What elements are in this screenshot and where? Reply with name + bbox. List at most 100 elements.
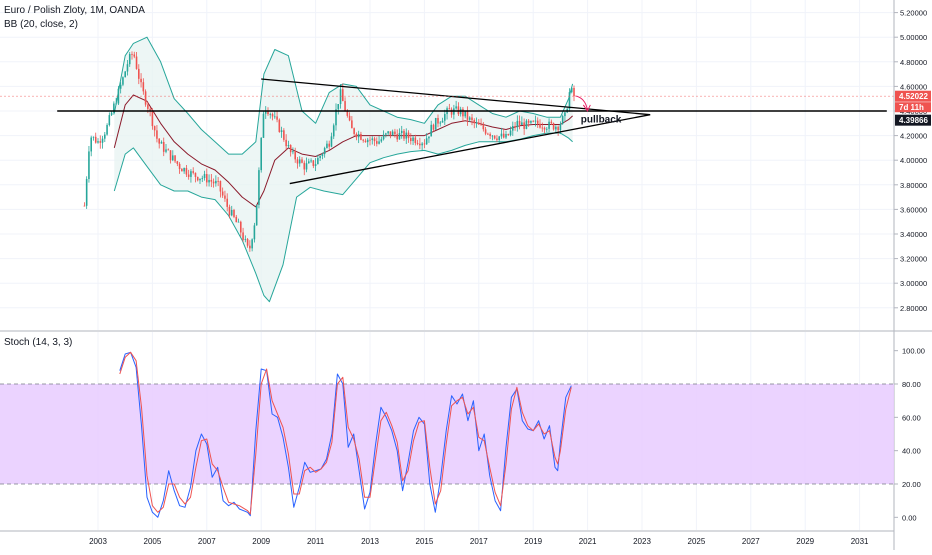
candle-body xyxy=(192,171,194,173)
candle-body xyxy=(428,136,430,139)
countdown-label-box xyxy=(895,102,931,113)
candle-body xyxy=(403,130,405,139)
candle-body xyxy=(183,167,185,172)
symbol-title: Euro / Polish Zloty, 1M, OANDA xyxy=(4,5,145,16)
candle-body xyxy=(532,120,534,122)
candle-body xyxy=(251,239,253,249)
candle-body xyxy=(364,140,367,143)
candle-body xyxy=(126,64,129,72)
candle-body xyxy=(360,134,362,140)
candle-body xyxy=(423,143,426,145)
candle-body xyxy=(555,126,557,130)
candle-body xyxy=(246,239,249,246)
candle-body xyxy=(432,124,435,130)
candle-body xyxy=(430,124,432,137)
candle-body xyxy=(260,137,262,171)
stoch-tick-label: 20.00 xyxy=(902,480,921,489)
candle-body xyxy=(362,139,364,141)
candle-body xyxy=(160,141,163,144)
candle-body xyxy=(131,54,133,55)
pullback-arrow-icon xyxy=(575,95,588,111)
candle-body xyxy=(536,120,539,124)
candle-body xyxy=(328,143,330,147)
candle-body xyxy=(122,77,124,85)
candle-body xyxy=(400,130,403,134)
candle-body xyxy=(534,120,537,122)
time-tick-label: 2011 xyxy=(307,537,325,546)
candle-body xyxy=(351,120,353,129)
candle-body xyxy=(310,160,312,162)
candle-body xyxy=(174,155,176,162)
candle-body xyxy=(271,114,274,117)
candle-body xyxy=(342,89,344,102)
arrow-head-icon xyxy=(582,104,591,112)
candle-body xyxy=(462,108,464,117)
candle-body xyxy=(224,195,226,199)
candle-body xyxy=(335,109,337,126)
candle-body xyxy=(235,216,238,223)
candle-body xyxy=(471,117,473,121)
candle-body xyxy=(464,111,466,117)
candle-body xyxy=(124,71,126,78)
candle-body xyxy=(425,138,428,145)
candle-body xyxy=(387,131,389,134)
price-tick-label: 3.40000 xyxy=(900,230,927,239)
candle-body xyxy=(210,179,213,182)
candle-body xyxy=(151,110,154,127)
candle-body xyxy=(258,170,260,205)
candle-body xyxy=(541,127,544,129)
price-tick-label: 4.80000 xyxy=(900,58,927,67)
level-price-label: 4.39866 xyxy=(899,116,928,125)
candle-body xyxy=(264,110,267,114)
candle-body xyxy=(113,103,115,113)
candle-body xyxy=(194,172,197,177)
candle-body xyxy=(564,112,566,117)
candle-body xyxy=(201,178,204,179)
candle-body xyxy=(487,133,489,135)
time-tick-label: 2023 xyxy=(633,537,651,546)
price-tick-label: 3.00000 xyxy=(900,279,927,288)
price-tick-label: 3.60000 xyxy=(900,205,927,214)
candle-body xyxy=(312,160,315,166)
candle-body xyxy=(262,113,265,138)
candle-body xyxy=(119,84,122,89)
candle-body xyxy=(339,89,342,105)
candle-body xyxy=(208,179,210,183)
candle-body xyxy=(421,143,423,146)
candle-body xyxy=(478,122,480,125)
candle-body xyxy=(135,56,138,69)
candle-body xyxy=(115,103,117,105)
candle-body xyxy=(298,159,301,164)
candle-body xyxy=(344,101,346,112)
candle-body xyxy=(140,78,142,83)
candle-body xyxy=(323,148,326,155)
candle-body xyxy=(296,159,299,164)
candle-body xyxy=(552,123,555,130)
candle-body xyxy=(172,155,174,161)
stoch-k-line xyxy=(119,351,572,518)
candle-body xyxy=(165,149,167,152)
current-price-label-box xyxy=(895,90,931,102)
candle-body xyxy=(448,108,451,110)
candle-body xyxy=(373,138,376,142)
stoch-tick-label: 0.00 xyxy=(902,513,917,522)
candle-body xyxy=(434,117,437,130)
level-price-label-box xyxy=(895,114,931,126)
time-tick-label: 2003 xyxy=(89,537,107,546)
candle-body xyxy=(156,130,158,139)
candle-body xyxy=(398,133,401,140)
price-tick-label: 4.20000 xyxy=(900,132,927,141)
candle-body xyxy=(240,221,242,233)
candle-body xyxy=(199,178,201,181)
candle-body xyxy=(394,131,396,135)
candle-body xyxy=(391,131,394,136)
candle-body xyxy=(330,136,333,147)
candle-body xyxy=(507,134,510,136)
candle-body xyxy=(217,180,219,182)
candle-body xyxy=(525,120,528,129)
candle-body xyxy=(348,115,351,121)
stoch-band-fill xyxy=(0,384,894,484)
candle-body xyxy=(162,141,165,152)
candle-body xyxy=(489,134,491,137)
